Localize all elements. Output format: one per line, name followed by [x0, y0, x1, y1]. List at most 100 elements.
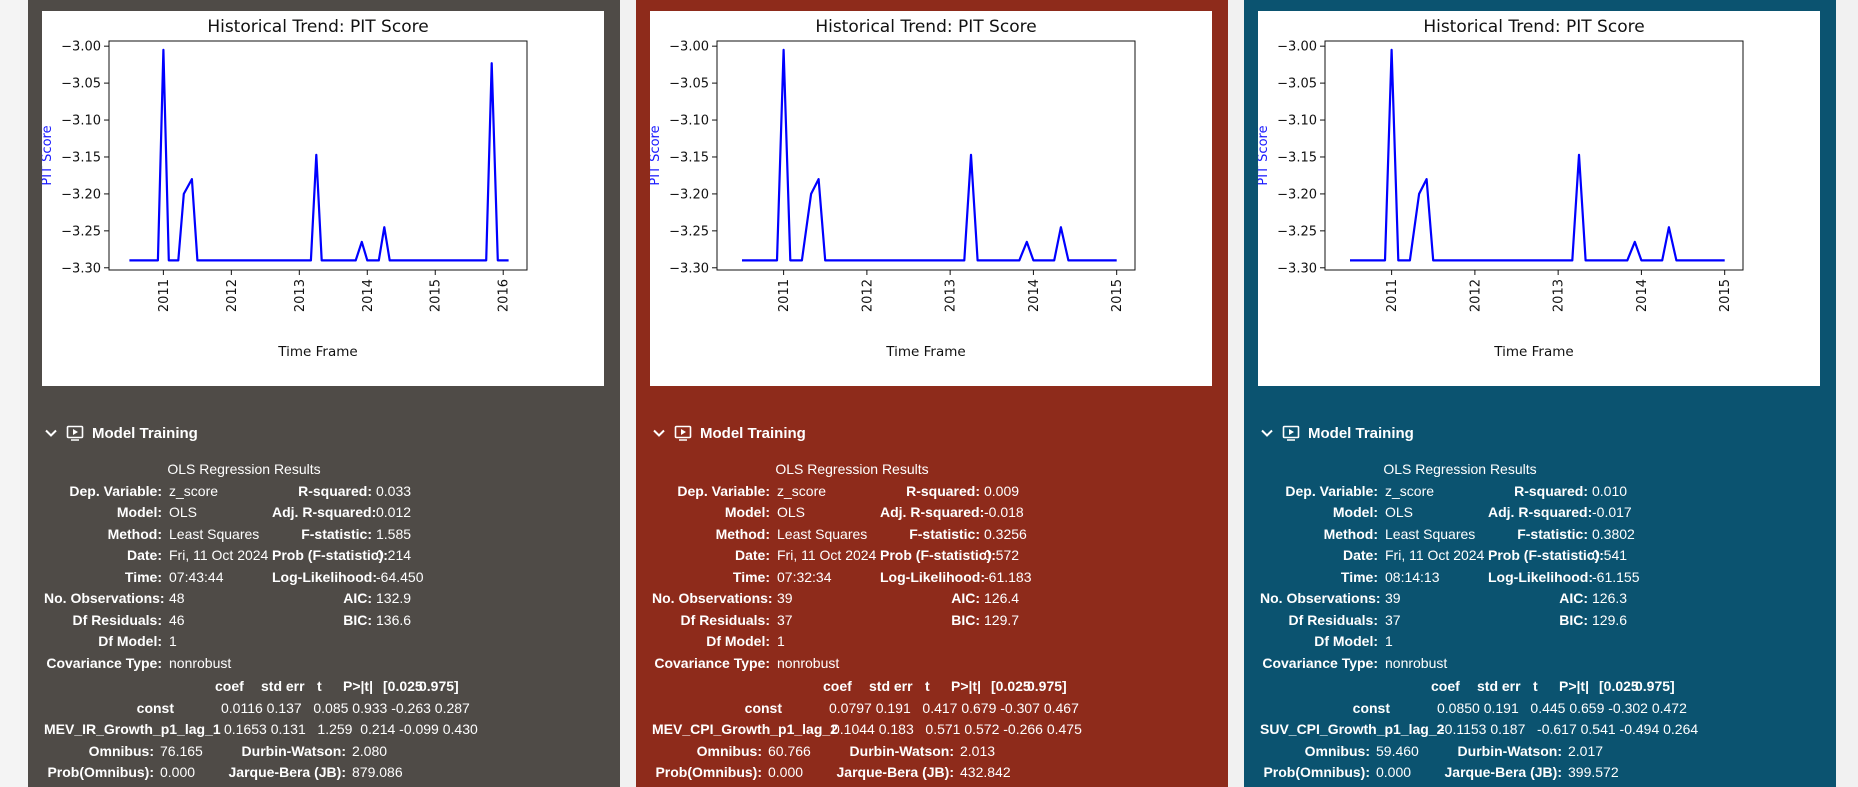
diagnostic-label: Prob(Omnibus): [655, 764, 762, 780]
ols-stat-label: Log-Likelihood: [272, 568, 377, 585]
diagnostic-stat-value: 879.086 [352, 764, 403, 780]
ols-stat-value: 0.3802 [1592, 525, 1635, 542]
diagnostic-value: 0.000 [160, 764, 196, 780]
ols-stat-label: Adj. R-squared: [1488, 504, 1593, 520]
ols-value: Least Squares [1385, 525, 1476, 542]
coef-header: coef [823, 678, 852, 694]
ols-label: Date: [734, 547, 770, 563]
ols-stat-value: 0.009 [984, 482, 1020, 499]
y-axis-label: PIT Score [650, 125, 663, 185]
coef-header: 0.975] [1635, 678, 1675, 694]
ols-stat-value: -61.155 [1592, 568, 1640, 585]
coef-values: 0.0116 0.137 0.085 0.933 -0.263 0.287 [221, 699, 470, 716]
coef-header: [0.025 [991, 678, 1031, 694]
chart-title: Historical Trend: PIT Score [207, 17, 428, 37]
diagnostic-stat-value: 2.013 [960, 742, 996, 759]
ols-value: nonrobust [1385, 654, 1448, 671]
coef-header: 0.975] [419, 678, 459, 694]
ols-stat-label: F-statistic: [909, 525, 980, 542]
y-tick-label: −3.20 [61, 187, 101, 202]
diagnostic-stat-label: Durbin-Watson: [849, 742, 954, 759]
ols-label: Method: [715, 525, 770, 542]
coef-row: const 0.0116 0.137 0.085 0.933 -0.263 0.2… [44, 698, 504, 719]
pit-score-line-chart: Historical Trend: PIT Score −3.00 −3.05 −3.… [1258, 17, 1744, 360]
ols-value: OLS [169, 504, 198, 520]
y-axis-label: PIT Score [42, 125, 55, 185]
ols-stat-label: R-squared: [298, 482, 372, 499]
y-tick-label: −3.15 [1277, 150, 1317, 165]
y-tick-label: −3.30 [61, 261, 101, 276]
coef-header: P>|t| [343, 678, 374, 694]
ols-value: 07:32:34 [777, 568, 832, 585]
diagnostic-label: Omnibus: [696, 742, 762, 759]
ols-stat-value: -64.450 [376, 568, 424, 585]
x-tick-label: 2015 [429, 279, 444, 312]
coef-name: MEV_CPI_Growth_p1_lag_2 [652, 721, 838, 737]
ols-stat-value: -0.017 [1592, 504, 1632, 520]
y-tick-label: −3.20 [1277, 187, 1317, 202]
ols-label: Covariance Type: [1262, 654, 1378, 671]
model-training-header[interactable]: Model Training [1260, 420, 1414, 446]
ols-label: Covariance Type: [46, 654, 162, 671]
ols-value: z_score [777, 482, 827, 499]
ols-label: Df Model: [1314, 633, 1378, 649]
run-output-icon [66, 425, 84, 441]
ols-label: Date: [1342, 547, 1378, 563]
coef-name: const [1352, 699, 1390, 716]
plot-area-frame [716, 40, 1136, 271]
ols-label: Method: [107, 525, 162, 542]
model-training-header[interactable]: Model Training [652, 420, 806, 446]
chevron-down-icon[interactable] [1260, 426, 1274, 440]
ols-label: Time: [124, 568, 162, 585]
ols-label: Df Model: [98, 633, 162, 649]
ols-stat-value: 126.3 [1592, 590, 1628, 606]
ols-label: Df Model: [706, 633, 770, 649]
x-tick-label: 2016 [497, 279, 512, 312]
chevron-down-icon[interactable] [652, 426, 666, 440]
ols-value: OLS [1385, 504, 1414, 520]
coef-header: 0.975] [1027, 678, 1067, 694]
ols-label: Df Residuals: [1288, 611, 1378, 628]
ols-stat-value: 126.4 [984, 590, 1020, 606]
pit-score-series-line [742, 48, 1117, 262]
diagnostic-label: Prob(Omnibus): [47, 764, 154, 780]
coef-header: std err [1477, 678, 1521, 694]
ols-value: 39 [777, 590, 793, 606]
diagnostic-stat-label: Durbin-Watson: [241, 742, 346, 759]
coef-header-row: coef std err t P>|t| [0.025 0.975] [1260, 676, 1700, 697]
ols-label: Dep. Variable: [1285, 482, 1378, 499]
ols-stat-value: 129.6 [1592, 611, 1628, 628]
ols-value: z_score [1385, 482, 1435, 499]
diagnostic-row: Prob(Omnibus): 0.000 Jarque-Bera (JB): 432.… [652, 762, 1112, 783]
y-axis-label: PIT Score [1258, 125, 1271, 185]
ols-stat-label: F-statistic: [1517, 525, 1588, 542]
ols-label: Time: [1340, 568, 1378, 585]
ols-stat-label: Prob (F-statistic): [272, 547, 388, 563]
ols-value: 39 [1385, 590, 1401, 606]
x-tick-label: 2011 [157, 279, 172, 312]
coef-header: coef [1431, 678, 1460, 694]
ols-label: Model: [724, 504, 770, 520]
x-tick-label: 2012 [225, 279, 240, 312]
coef-row: const 0.0850 0.191 0.445 0.659 -0.302 0.4… [1260, 698, 1720, 719]
diagnostic-stat-label: Jarque-Bera (JB): [228, 764, 346, 780]
coef-header: [0.025 [1599, 678, 1639, 694]
model-training-header[interactable]: Model Training [44, 420, 198, 446]
y-tick-label: −3.30 [1277, 261, 1317, 276]
ols-stat-value: 132.9 [376, 590, 412, 606]
ols-stat-label: Adj. R-squared: [880, 504, 985, 520]
ols-stat-label: AIC: [1559, 590, 1588, 606]
chevron-down-icon[interactable] [44, 426, 58, 440]
y-tick-label: −3.05 [61, 77, 101, 92]
ols-value: 1 [169, 633, 177, 649]
ols-stat-label: BIC: [343, 611, 372, 628]
ols-title: OLS Regression Results [167, 461, 321, 477]
output-panel-3: Historical Trend: PIT Score −3.00 −3.05 −3.… [1244, 0, 1836, 787]
y-tick-label: −3.25 [669, 224, 709, 239]
chart-card: Historical Trend: PIT Score −3.00 −3.05 −3.… [42, 11, 604, 386]
x-tick-label: 2015 [1110, 279, 1125, 312]
coef-name: MEV_IR_Growth_p1_lag_1 [44, 721, 221, 737]
ols-label: Dep. Variable: [677, 482, 770, 499]
pit-score-line-chart: Historical Trend: PIT Score −3.00 −3.05 −3.… [42, 17, 528, 360]
ols-label: Time: [732, 568, 770, 585]
